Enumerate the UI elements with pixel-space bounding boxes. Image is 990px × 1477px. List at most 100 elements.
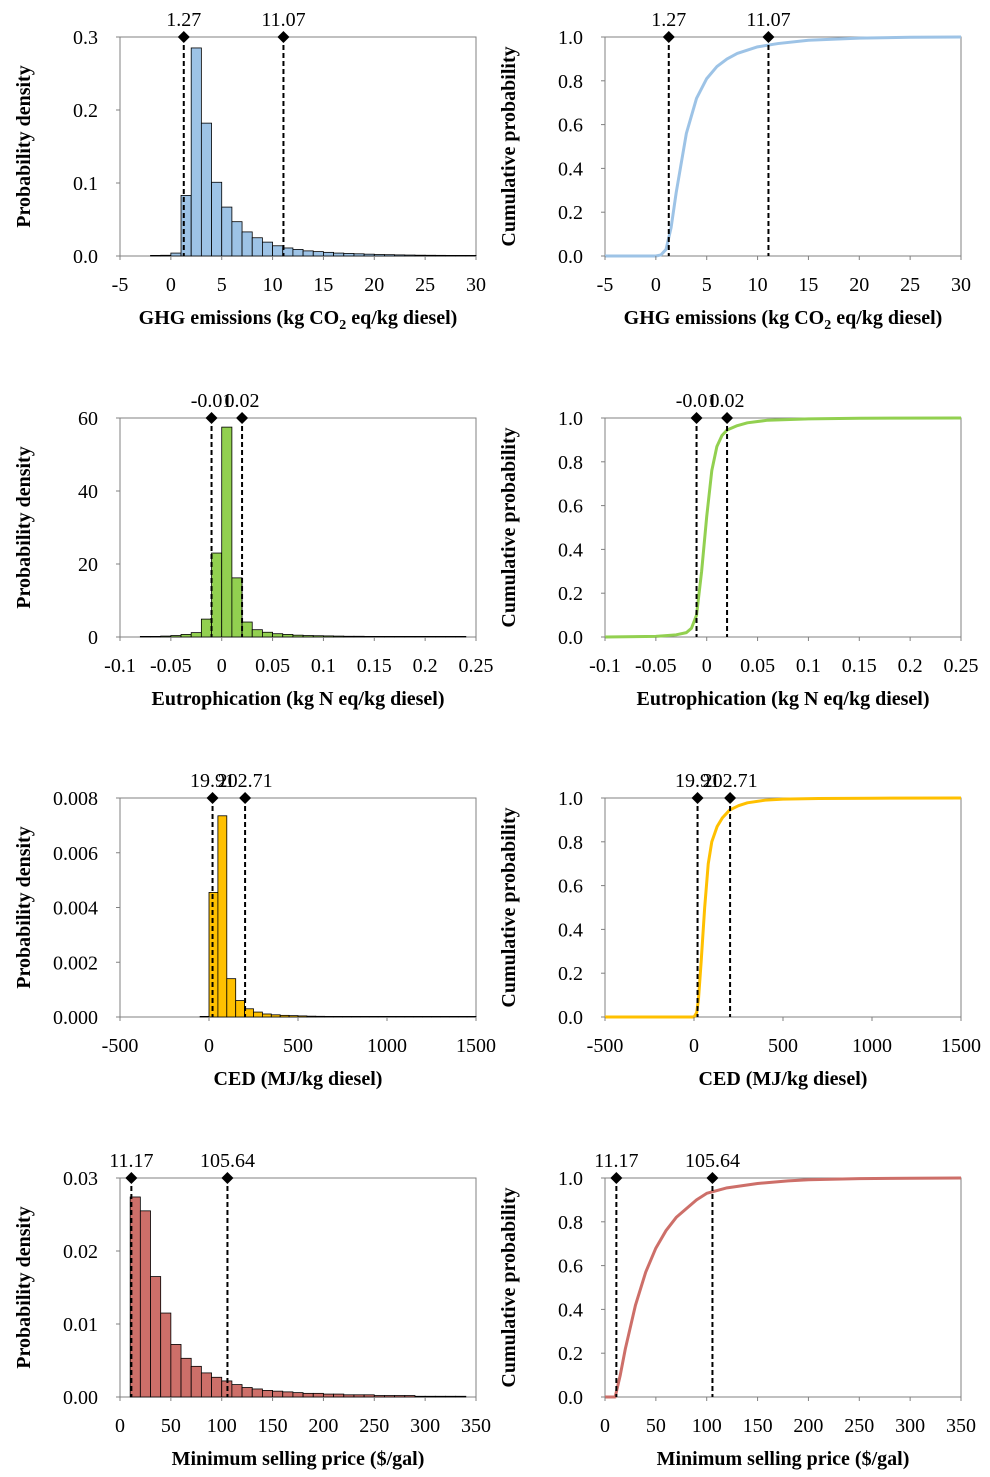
x-tick-label: 0.15 (357, 655, 392, 677)
x-tick-label: 50 (161, 1415, 181, 1437)
histogram-bar (424, 636, 436, 638)
x-axis-title: Minimum selling price ($/gal) (657, 1448, 910, 1470)
y-tick-label: 0.0 (73, 246, 98, 268)
y-tick-label: 0.2 (558, 963, 583, 985)
x-tick-label: 250 (359, 1415, 389, 1437)
x-tick-label: 0.15 (842, 655, 877, 677)
percentile-label: 11.07 (746, 9, 790, 31)
histogram-bar (180, 1357, 192, 1398)
y-tick-label: 0.0 (558, 627, 583, 649)
histogram-bar (231, 221, 243, 257)
histogram-bar (288, 1015, 299, 1018)
histogram-bar (434, 636, 446, 638)
y-tick-label: 0.01 (63, 1314, 98, 1336)
histogram-bar (404, 636, 416, 638)
y-tick-label: 0.4 (558, 919, 583, 941)
chart-panel-8: 0 50 100 150 200 250 300 350 0.0 0.2 0.4 0.6 0.8 1.0 C… (498, 1150, 976, 1470)
percentile-marker-diamond (724, 792, 737, 804)
plot-area (119, 797, 477, 1018)
histogram-bar (414, 254, 426, 257)
y-tick-label: 0.004 (53, 898, 98, 920)
percentile-marker-diamond (125, 1172, 138, 1184)
histogram-bar (377, 1016, 388, 1018)
histogram-bar (272, 1390, 284, 1398)
x-tick-label: 15 (313, 274, 333, 296)
y-tick-label: 1.0 (558, 788, 583, 810)
histogram-bar (363, 253, 375, 257)
histogram-bar (302, 1392, 314, 1398)
histogram-bar (312, 1392, 324, 1398)
percentile-marker-diamond (239, 792, 252, 804)
x-tick-label: 0.25 (459, 655, 494, 677)
x-tick-label: 5 (702, 274, 712, 296)
histogram-bar (343, 1394, 355, 1398)
x-tick-label: 30 (466, 274, 486, 296)
y-tick-label: 0.3 (73, 27, 98, 49)
x-tick-label: 5 (217, 274, 227, 296)
histogram-bar (292, 1392, 304, 1398)
x-tick-label: 0 (702, 655, 712, 677)
y-axis-title: Probability density (13, 446, 35, 608)
x-tick-label: 0.2 (898, 655, 923, 677)
histogram-bar (353, 253, 365, 257)
histogram-bar (404, 1395, 416, 1398)
histogram-bar (261, 1013, 272, 1018)
y-tick-label: 0.0 (558, 1007, 583, 1029)
y-tick-label: 0.2 (558, 583, 583, 605)
histogram-bar (386, 1016, 397, 1018)
histogram-bar (306, 1015, 317, 1018)
histogram-bar (445, 636, 457, 638)
histogram-bar (445, 254, 457, 257)
x-axis-title: GHG emissions (kg CO2 eq/kg diesel) (139, 307, 458, 333)
percentile-label: 0.02 (225, 390, 260, 412)
percentile-marker-diamond (662, 31, 675, 43)
histogram-bar (139, 1210, 151, 1398)
x-tick-label: 0 (651, 274, 661, 296)
percentile-marker-diamond (277, 31, 290, 43)
y-tick-label: 0.00 (63, 1387, 98, 1409)
x-tick-label: -500 (587, 1035, 624, 1057)
x-tick-label: 0.1 (796, 655, 821, 677)
x-tick-label: 0 (217, 655, 227, 677)
percentile-marker-diamond (610, 1172, 623, 1184)
histogram-bar (261, 1390, 273, 1398)
chart-panel-5: -500 0 500 1000 1500 0.000 0.002 0.004 0.006 0.00… (13, 770, 496, 1090)
cdf-series-line (605, 796, 962, 1019)
y-tick-label: 0.6 (558, 1256, 583, 1278)
percentile-marker-diamond (177, 31, 190, 43)
x-tick-label: 0 (689, 1035, 699, 1057)
histogram-bar (270, 1014, 281, 1018)
x-tick-label: 200 (793, 1415, 823, 1437)
histogram-bar (394, 636, 406, 638)
x-tick-label: 300 (895, 1415, 925, 1437)
y-tick-label: 0.0 (558, 246, 583, 268)
y-tick-label: 40 (78, 481, 98, 503)
histogram-bar (455, 1395, 467, 1398)
percentile-label: -0.01 (191, 390, 233, 412)
x-tick-label: 0 (204, 1035, 214, 1057)
y-tick-label: 0.008 (53, 788, 98, 810)
y-axis-title: Probability density (13, 826, 35, 988)
histogram-bar (199, 1016, 210, 1018)
x-tick-label: -0.1 (589, 655, 621, 677)
histogram-bar (221, 206, 233, 257)
histogram-bar (261, 241, 273, 257)
histogram-bar (414, 636, 426, 638)
histogram-bar (211, 1376, 223, 1398)
histogram-bar (353, 635, 365, 638)
histogram-bar (261, 631, 273, 638)
histogram-bar (315, 1015, 326, 1018)
x-axis-title: GHG emissions (kg CO2 eq/kg diesel) (624, 307, 943, 333)
histogram-bar (241, 1387, 253, 1398)
y-tick-label: 60 (78, 408, 98, 430)
histogram-bar (394, 1395, 406, 1398)
histogram-bar (373, 1395, 385, 1398)
histogram-bar (324, 1016, 335, 1018)
histogram-bar (394, 254, 406, 257)
histogram-bar (160, 635, 172, 638)
histogram-bar (272, 245, 284, 257)
x-axis-title: Eutrophication (kg N eq/kg diesel) (152, 688, 445, 710)
histogram-bar (342, 1016, 352, 1018)
histogram-bar (413, 1016, 424, 1018)
chart-panel-1: -5 0 5 10 15 20 25 30 0.0 0.1 0.2 0.3 Probability de… (13, 9, 486, 333)
